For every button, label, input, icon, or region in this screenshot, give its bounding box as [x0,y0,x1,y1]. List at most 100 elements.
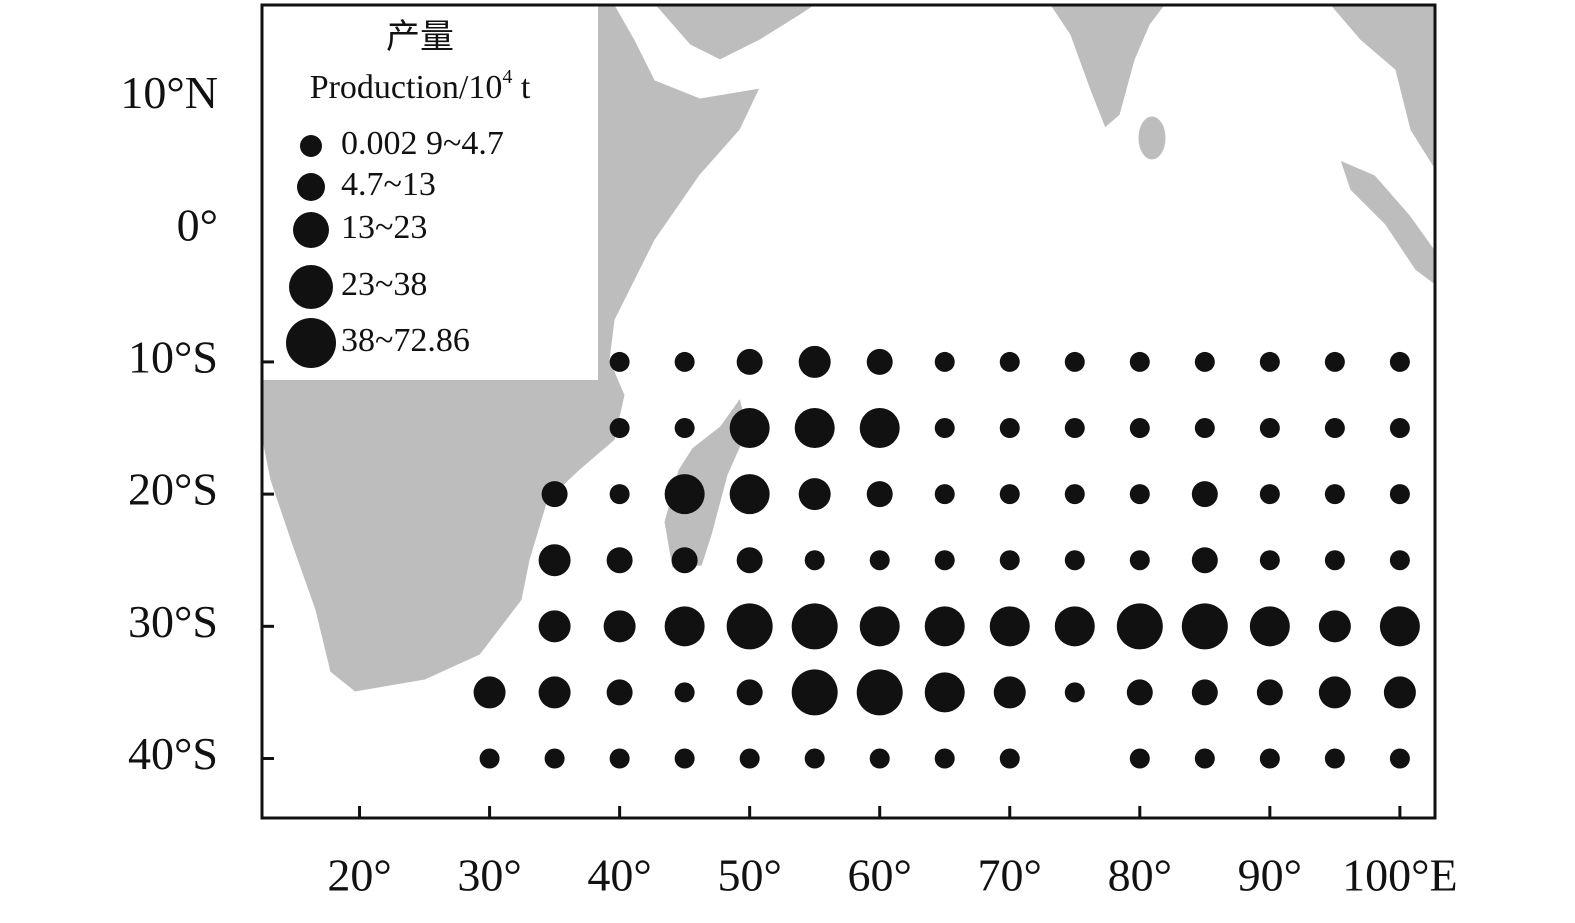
production-bubble [924,672,965,713]
production-bubble [603,610,636,643]
production-bubble [798,345,831,378]
production-bubble [859,408,900,449]
production-bubble [1389,351,1410,372]
production-bubble [999,418,1020,439]
production-bubble [798,478,831,511]
production-bubble [1064,484,1085,505]
production-bubble [538,544,571,577]
production-bubble [736,679,763,706]
production-bubble [726,603,773,650]
production-bubble [934,418,955,439]
madagascar [663,396,749,569]
x-tick-label: 20° [327,850,391,901]
sri-lanka [1137,115,1167,161]
production-bubble [1129,351,1150,372]
production-bubble [1194,351,1215,372]
production-bubble [869,748,890,769]
production-bubble [934,748,955,769]
production-bubble [791,669,838,716]
x-tick-label: 100°E [1342,850,1458,901]
production-bubble [1064,682,1085,703]
y-tick-label: 20°S [128,464,218,515]
production-bubble [664,606,705,647]
production-bubble [1324,550,1345,571]
production-bubble [729,408,770,449]
legend-label: 4.7~13 [341,166,436,203]
production-bubble [1383,676,1416,709]
production-bubble [1259,351,1280,372]
production-bubble [541,481,568,508]
production-bubble [1129,484,1150,505]
x-tick-label: 80° [1108,850,1172,901]
production-bubble [999,484,1020,505]
legend-label: 38~72.86 [341,322,470,359]
southeast-asia [1329,5,1435,171]
production-bubble [609,418,630,439]
india [1049,5,1166,129]
legend-symbol [293,212,329,248]
legend-symbol [286,318,336,368]
x-tick-label: 90° [1238,850,1302,901]
production-bubble [609,484,630,505]
production-bubble [934,550,955,571]
production-bubble [1181,603,1228,650]
legend-title-unit: t [512,69,531,106]
production-bubble [606,547,633,574]
production-bubble [794,408,835,449]
production-bubble [1259,748,1280,769]
production-bubble [674,748,695,769]
legend-symbol [300,135,322,157]
production-bubble [664,474,705,515]
production-bubble [674,682,695,703]
frame [260,3,1437,820]
production-bubble [1064,418,1085,439]
production-bubble [1064,351,1085,372]
production-bubble [924,606,965,647]
legend-title-text: Production/10 [310,69,503,106]
production-bubble [674,351,695,372]
legend-symbol [297,173,325,201]
production-bubble [609,748,630,769]
production-bubble [1389,550,1410,571]
production-bubble [791,603,838,650]
x-tick-label: 40° [587,850,651,901]
production-bubble [1116,603,1163,650]
production-bubble [804,748,825,769]
y-tick-label: 40°S [128,728,218,779]
production-bubble [739,748,760,769]
production-bubble [999,550,1020,571]
production-bubble [729,474,770,515]
production-bubble [866,348,893,375]
y-tick-label: 10°N [120,67,218,118]
production-bubble [1324,484,1345,505]
production-bubble [1191,679,1218,706]
production-bubble [999,748,1020,769]
sumatra [1339,159,1435,286]
production-bubble [1318,676,1351,709]
production-bubble [736,547,763,574]
y-tick-label: 0° [177,199,218,250]
production-bubble [1318,610,1351,643]
production-bubble [1129,418,1150,439]
production-bubble [538,676,571,709]
production-bubble [1324,748,1345,769]
production-bubble [869,550,890,571]
production-bubble [989,606,1030,647]
production-bubble [479,748,500,769]
production-bubble [999,351,1020,372]
production-bubble [1256,679,1283,706]
production-bubble [1129,748,1150,769]
x-tick-label: 30° [457,850,521,901]
y-tick-label: 10°S [128,331,218,382]
production-bubble [1389,748,1410,769]
production-bubble [538,610,571,643]
production-bubble [1126,679,1153,706]
legend-label: 0.002 9~4.7 [341,125,504,162]
production-bubble [736,348,763,375]
production-bubble [1194,748,1215,769]
production-bubble [1064,550,1085,571]
production-bubble [1324,418,1345,439]
production-bubble [671,547,698,574]
arabia [654,5,816,61]
production-bubble [934,484,955,505]
